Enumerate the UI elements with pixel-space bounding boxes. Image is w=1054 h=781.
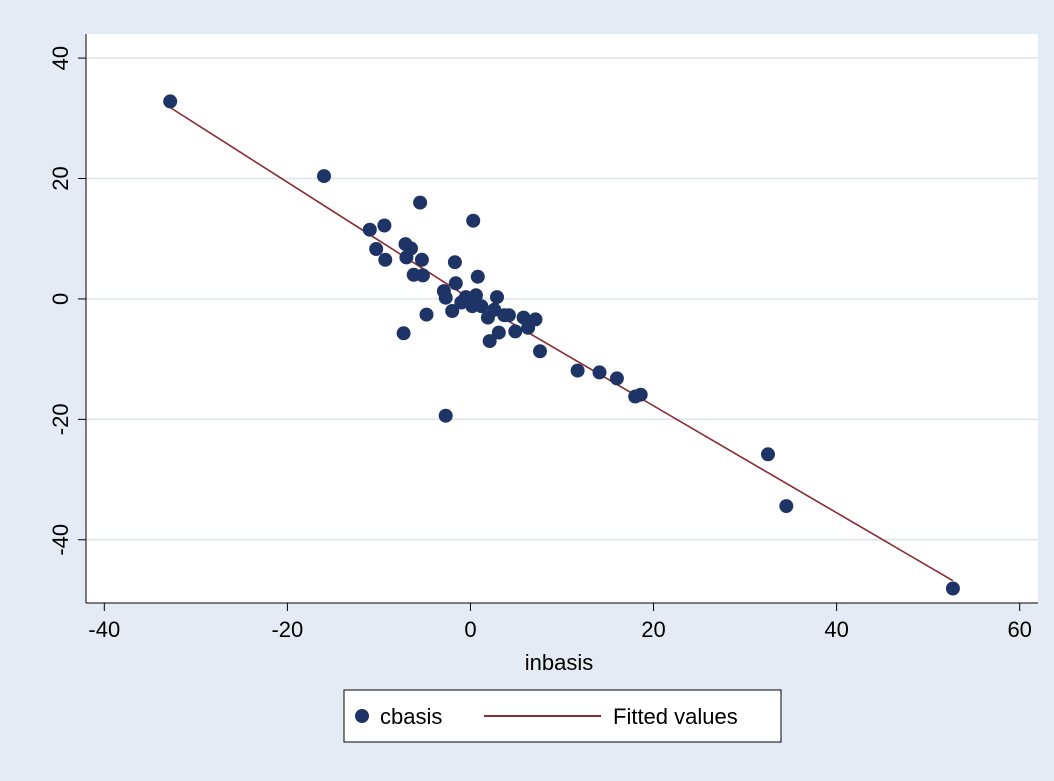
y-tick-label: 20 xyxy=(48,166,73,190)
data-point xyxy=(633,387,648,402)
y-tick-label: -40 xyxy=(48,524,73,556)
data-point xyxy=(609,371,624,386)
x-tick-label: -40 xyxy=(88,617,120,642)
x-tick-label: 0 xyxy=(464,617,476,642)
x-axis-label: inbasis xyxy=(525,650,593,675)
data-point xyxy=(533,344,547,359)
axes: -40 -20 0 20 40 -40 -20 0 20 40 60 xyxy=(48,34,1038,642)
data-point xyxy=(491,325,506,340)
data-point xyxy=(445,304,460,318)
data-point xyxy=(761,447,775,462)
legend-label-cbasis: cbasis xyxy=(380,704,442,729)
data-point xyxy=(466,213,481,228)
data-point xyxy=(528,312,543,327)
data-point xyxy=(779,499,794,514)
data-point xyxy=(469,288,483,303)
data-point xyxy=(377,218,392,233)
data-point xyxy=(470,269,485,284)
data-point xyxy=(415,268,430,283)
data-point xyxy=(482,334,497,349)
data-point xyxy=(438,408,453,423)
plot-area xyxy=(86,34,1038,603)
data-point xyxy=(413,195,428,210)
data-point xyxy=(490,290,504,305)
data-point xyxy=(945,581,960,596)
data-point xyxy=(501,308,516,323)
data-point xyxy=(317,169,331,184)
data-point xyxy=(592,365,607,380)
data-point xyxy=(362,222,377,237)
data-point xyxy=(474,299,489,314)
y-tick-label: 0 xyxy=(48,293,73,305)
data-point xyxy=(448,276,463,291)
grid-lines xyxy=(86,57,1038,541)
legend-marker-cbasis xyxy=(355,709,369,723)
data-point xyxy=(447,255,462,270)
x-tick-label: 20 xyxy=(641,617,665,642)
data-point xyxy=(369,242,384,256)
data-point xyxy=(508,324,523,339)
scatter-points xyxy=(163,94,960,596)
x-tick-label: -20 xyxy=(271,617,303,642)
data-point xyxy=(378,252,393,267)
data-point xyxy=(396,326,411,341)
data-point xyxy=(163,94,178,109)
data-point xyxy=(414,252,429,267)
data-point xyxy=(438,290,453,305)
legend: cbasis Fitted values xyxy=(343,689,782,743)
data-point xyxy=(419,307,434,322)
x-tick-label: 60 xyxy=(1007,617,1031,642)
x-tick-label: 40 xyxy=(824,617,848,642)
data-point xyxy=(570,363,585,378)
data-point xyxy=(399,250,414,265)
legend-label-fitted-values: Fitted values xyxy=(613,704,738,729)
y-tick-label: 40 xyxy=(48,46,73,70)
y-tick-label: -20 xyxy=(48,403,73,435)
